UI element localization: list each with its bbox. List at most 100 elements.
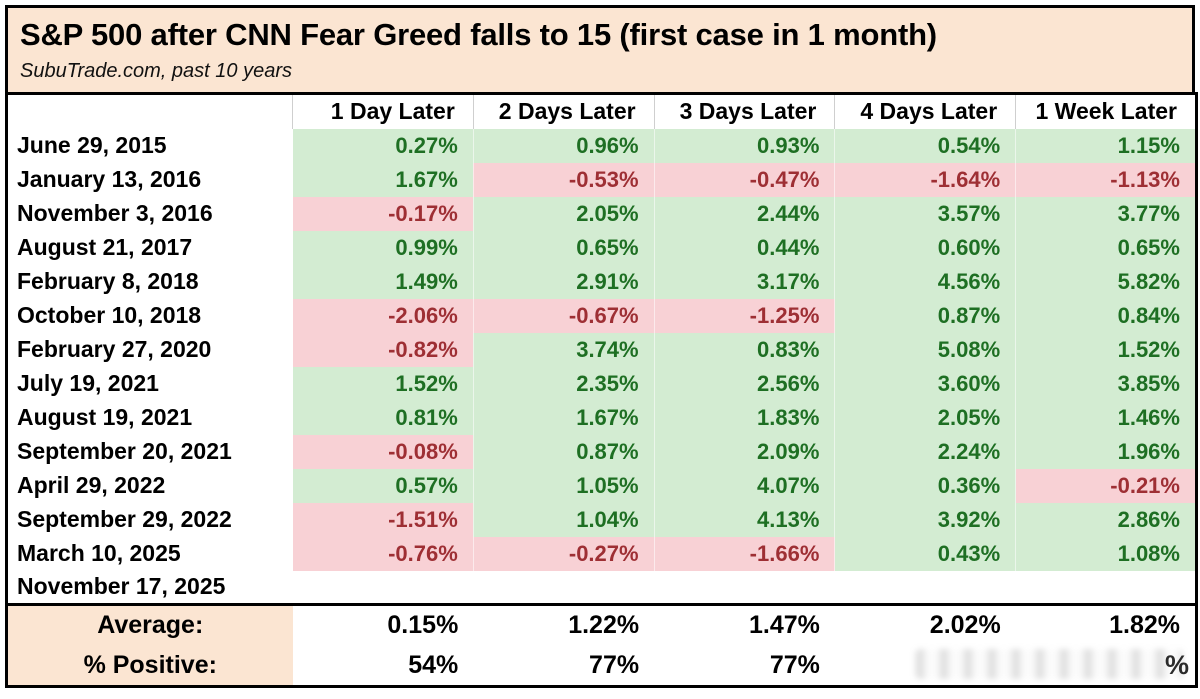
column-header: 1 Week Later [1015, 93, 1197, 129]
return-cell: 1.52% [1015, 332, 1197, 367]
column-header: 1 Day Later [292, 93, 474, 129]
return-cell: 0.43% [834, 536, 1017, 571]
page-title: S&P 500 after CNN Fear Greed falls to 15… [20, 17, 937, 52]
return-cell: -1.51% [292, 502, 474, 537]
return-cell: 1.83% [654, 400, 836, 435]
return-cell: 1.05% [473, 468, 655, 503]
return-cell: 0.83% [654, 332, 836, 367]
date-cell: September 20, 2021 [6, 434, 293, 469]
return-cell: 0.84% [1015, 298, 1197, 333]
table-row: September 29, 2022 -1.51% 1.04% 4.13% 3.92% 2… [6, 502, 1197, 537]
average-value-cell: 1.22% [473, 604, 655, 646]
return-cell [654, 570, 835, 605]
return-cell: 1.04% [473, 502, 655, 537]
date-cell: November 17, 2025 [6, 570, 293, 605]
return-cell: 3.17% [654, 264, 836, 299]
return-cell [1015, 570, 1197, 605]
table-footer: Average: 0.15% 1.22% 1.47% 2.02% 1.82% % Pos… [6, 604, 1197, 687]
return-cell: -1.25% [654, 298, 836, 333]
returns-table: 1 Day Later 2 Days Later 3 Days Later 4 Day… [5, 92, 1198, 688]
return-cell: 1.67% [292, 162, 474, 197]
return-cell: 0.87% [834, 298, 1017, 333]
date-cell: October 10, 2018 [6, 298, 293, 333]
return-cell: 4.07% [654, 468, 836, 503]
return-cell [834, 570, 1016, 605]
header-row: 1 Day Later 2 Days Later 3 Days Later 4 Day… [6, 93, 1197, 129]
average-value-cell: 0.15% [292, 604, 474, 646]
table-row: February 27, 2020 -0.82% 3.74% 0.83% 5.08% 1.… [6, 332, 1197, 367]
return-cell: 2.44% [654, 196, 836, 231]
return-cell: 2.86% [1015, 502, 1197, 537]
table-row: October 10, 2018 -2.06% -0.67% -1.25% 0.87% 0… [6, 298, 1197, 333]
table-row: February 8, 2018 1.49% 2.91% 3.17% 4.56% 5.82… [6, 264, 1197, 299]
return-cell: 0.93% [654, 128, 836, 163]
date-cell: June 29, 2015 [6, 128, 293, 163]
return-cell: -0.76% [292, 536, 474, 571]
average-label: Average: [6, 604, 293, 646]
return-cell: 2.05% [834, 400, 1017, 435]
return-cell: 3.57% [834, 196, 1017, 231]
date-cell: April 29, 2022 [6, 468, 293, 503]
return-cell: 0.57% [292, 468, 474, 503]
date-cell: February 27, 2020 [6, 332, 293, 367]
return-cell [473, 570, 655, 605]
percent-positive-value-cell [1015, 645, 1197, 687]
return-cell: -0.21% [1015, 468, 1197, 503]
return-cell: 0.54% [834, 128, 1017, 163]
table-row: January 13, 2016 1.67% -0.53% -0.47% -1.64% -… [6, 162, 1197, 197]
return-cell: 0.96% [473, 128, 655, 163]
return-cell: -0.17% [292, 196, 474, 231]
column-header: 3 Days Later [654, 93, 836, 129]
return-cell: 3.85% [1015, 366, 1197, 401]
date-cell: March 10, 2025 [6, 536, 293, 571]
return-cell: 1.52% [292, 366, 474, 401]
return-cell: 1.67% [473, 400, 655, 435]
table-row: March 10, 2025 -0.76% -0.27% -1.66% 0.43% 1.0… [6, 536, 1197, 571]
table-body: June 29, 2015 0.27% 0.96% 0.93% 0.54% 1.15% Ja… [6, 128, 1197, 605]
return-cell: 2.91% [473, 264, 655, 299]
return-cell: 0.99% [292, 230, 474, 265]
return-cell: 0.65% [1015, 230, 1197, 265]
return-cell: 3.92% [834, 502, 1017, 537]
return-cell: 5.08% [834, 332, 1017, 367]
return-cell: 3.74% [473, 332, 655, 367]
average-value-cell: 1.47% [654, 604, 835, 646]
percent-positive-value-cell: 77% [473, 645, 655, 687]
return-cell: 0.60% [834, 230, 1017, 265]
return-cell: -0.08% [292, 434, 474, 469]
table-row: August 21, 2017 0.99% 0.65% 0.44% 0.60% 0.65% [6, 230, 1197, 265]
return-cell: 0.27% [292, 128, 474, 163]
return-cell: 1.96% [1015, 434, 1197, 469]
date-cell: August 21, 2017 [6, 230, 293, 265]
title-block: S&P 500 after CNN Fear Greed falls to 15… [5, 5, 1195, 95]
percent-positive-value-cell: 54% [292, 645, 474, 687]
return-cell: 1.46% [1015, 400, 1197, 435]
return-cell: -1.13% [1015, 162, 1197, 197]
table-row: August 19, 2021 0.81% 1.67% 1.83% 2.05% 1.46% [6, 400, 1197, 435]
return-cell: -1.64% [834, 162, 1017, 197]
date-cell: July 19, 2021 [6, 366, 293, 401]
column-header: 4 Days Later [834, 93, 1017, 129]
return-cell: 0.81% [292, 400, 474, 435]
returns-table-wrap: 1 Day Later 2 Days Later 3 Days Later 4 Day… [5, 92, 1198, 688]
return-cell: 4.56% [834, 264, 1017, 299]
return-cell: 4.13% [654, 502, 836, 537]
return-cell: -0.53% [473, 162, 655, 197]
return-cell: 1.49% [292, 264, 474, 299]
return-cell: -0.47% [654, 162, 836, 197]
return-cell: 0.36% [834, 468, 1017, 503]
return-cell: 2.09% [654, 434, 836, 469]
column-header: 2 Days Later [473, 93, 655, 129]
return-cell: -0.27% [473, 536, 655, 571]
percent-positive-label: % Positive: [6, 645, 293, 687]
table-row: April 29, 2022 0.57% 1.05% 4.07% 0.36% -0.21% [6, 468, 1197, 503]
return-cell: 0.87% [473, 434, 655, 469]
return-cell: 2.35% [473, 366, 655, 401]
return-cell: 3.60% [834, 366, 1017, 401]
percent-positive-value-cell [834, 645, 1016, 687]
return-cell: 2.24% [834, 434, 1017, 469]
date-cell: January 13, 2016 [6, 162, 293, 197]
date-cell: September 29, 2022 [6, 502, 293, 537]
average-value-cell: 1.82% [1015, 604, 1197, 646]
